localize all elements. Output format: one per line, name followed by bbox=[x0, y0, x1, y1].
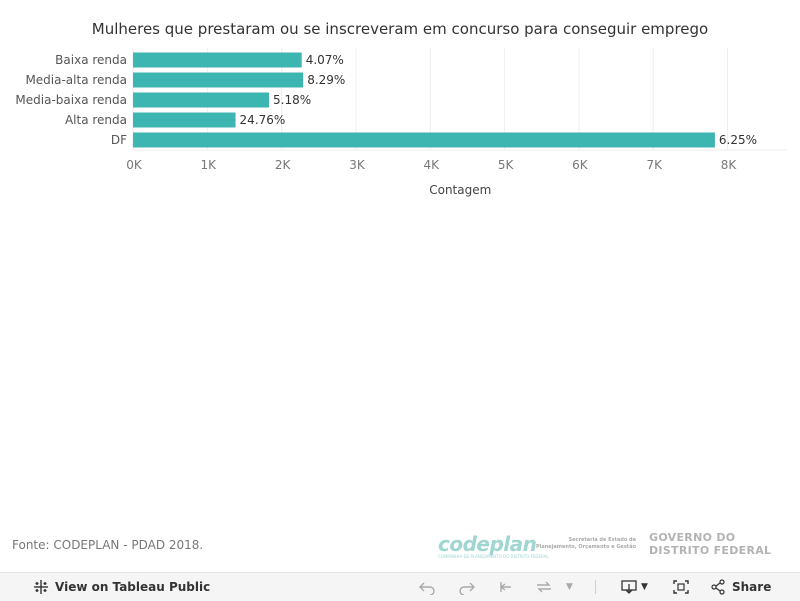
data-label: 8.29% bbox=[307, 73, 345, 87]
share-button[interactable]: Share bbox=[710, 573, 771, 601]
x-axis: 0K 1K 2K 3K 4K 5K 6K 7K 8K Contagem bbox=[126, 149, 787, 197]
bar[interactable] bbox=[133, 132, 715, 148]
codeplan-logo[interactable]: codeplan bbox=[438, 532, 537, 556]
bar-chart: Baixa renda 4.07% Media-alta renda 8.29% Med… bbox=[15, 48, 787, 197]
download-icon bbox=[621, 580, 637, 594]
bar[interactable] bbox=[133, 92, 270, 108]
data-label: 5.18% bbox=[273, 93, 311, 107]
toolbar-divider bbox=[595, 580, 596, 594]
revert-icon bbox=[499, 582, 511, 592]
refresh-dropdown[interactable]: ▼ bbox=[566, 573, 573, 601]
category-label: DF bbox=[111, 133, 127, 147]
x-tick-label: 7K bbox=[646, 158, 663, 172]
refresh-button[interactable] bbox=[535, 573, 553, 601]
category-label: Media-alta renda bbox=[25, 73, 127, 87]
tableau-toolbar: View on Tableau Public ▼ ▼ bbox=[0, 572, 800, 601]
governo-df-logo: GOVERNO DO DISTRITO FEDERAL bbox=[649, 531, 771, 557]
x-tick-label: 0K bbox=[126, 158, 143, 172]
undo-icon bbox=[419, 582, 435, 595]
x-tick-label: 2K bbox=[275, 158, 292, 172]
download-button[interactable]: ▼ bbox=[620, 573, 648, 601]
governo-line-1: GOVERNO DO bbox=[649, 531, 736, 544]
view-on-tableau-label: View on Tableau Public bbox=[55, 580, 211, 594]
data-label: 24.76% bbox=[240, 113, 286, 127]
bar[interactable] bbox=[133, 72, 304, 88]
source-note: Fonte: CODEPLAN - PDAD 2018. bbox=[12, 538, 204, 552]
secretaria-logo: Secretaria de Estado de Planejamento, Or… bbox=[536, 537, 636, 550]
governo-line-2: DISTRITO FEDERAL bbox=[649, 544, 772, 557]
view-on-tableau-public-button[interactable]: View on Tableau Public bbox=[33, 573, 210, 601]
chart-title: Mulheres que prestaram ou se inscreveram… bbox=[91, 20, 709, 38]
chevron-down-icon: ▼ bbox=[566, 582, 573, 592]
share-icon bbox=[711, 579, 725, 595]
x-tick-label: 5K bbox=[498, 158, 515, 172]
fullscreen-button[interactable] bbox=[672, 573, 690, 601]
refresh-icon bbox=[537, 581, 551, 593]
fullscreen-icon bbox=[673, 580, 689, 594]
codeplan-logo-subtitle: COMPANHIA DE PLANEJAMENTO DO DISTRITO FE… bbox=[438, 554, 549, 559]
redo-icon bbox=[459, 582, 475, 595]
category-label: Alta renda bbox=[65, 113, 127, 127]
revert-button[interactable] bbox=[498, 573, 516, 601]
redo-button[interactable] bbox=[458, 573, 476, 601]
tableau-logo-icon bbox=[34, 580, 48, 594]
bar[interactable] bbox=[133, 52, 302, 68]
x-tick-label: 1K bbox=[201, 158, 218, 172]
category-label: Baixa renda bbox=[55, 53, 127, 67]
data-label: 4.07% bbox=[306, 53, 344, 67]
x-tick-label: 4K bbox=[424, 158, 441, 172]
bar[interactable] bbox=[133, 112, 236, 128]
undo-button[interactable] bbox=[418, 573, 436, 601]
x-tick-label: 6K bbox=[572, 158, 589, 172]
download-chevron-down-icon: ▼ bbox=[641, 582, 648, 592]
bars: Baixa renda 4.07% Media-alta renda 8.29% Med… bbox=[15, 52, 757, 148]
x-axis-title: Contagem bbox=[429, 183, 491, 197]
x-tick-label: 8K bbox=[721, 158, 738, 172]
share-label: Share bbox=[732, 580, 772, 594]
x-tick-label: 3K bbox=[349, 158, 366, 172]
category-label: Media-baixa renda bbox=[15, 93, 127, 107]
data-label: 6.25% bbox=[719, 133, 757, 147]
